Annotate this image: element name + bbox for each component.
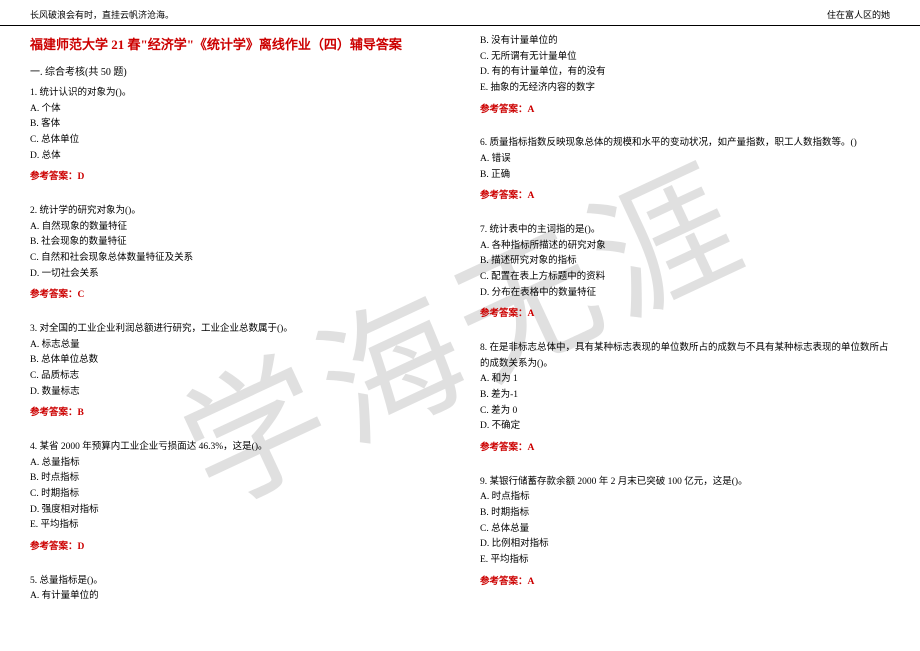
question-options: A. 和为 1B. 差为-1C. 差为 0D. 不确定 (480, 372, 890, 435)
option: D. 数量标志 (30, 385, 440, 401)
option: A. 个体 (30, 102, 440, 118)
option: D. 分布在表格中的数量特征 (480, 286, 890, 302)
option: A. 有计量单位的 (30, 589, 440, 605)
question: 9. 某银行储蓄存款余额 2000 年 2 月末已突破 100 亿元，这是()。… (480, 475, 890, 591)
option: A. 自然现象的数量特征 (30, 220, 440, 236)
answer: 参考答案：A (480, 189, 890, 205)
option: C. 差为 0 (480, 404, 890, 420)
option: A. 时点指标 (480, 490, 890, 506)
option: C. 无所谓有无计量单位 (480, 50, 890, 66)
option: B. 没有计量单位的 (480, 34, 890, 50)
content: 福建师范大学 21 春"经济学"《统计学》离线作业（四）辅导答案 一. 综合考核… (0, 26, 920, 631)
option: C. 自然和社会现象总体数量特征及关系 (30, 251, 440, 267)
question: 5. 总量指标是()。A. 有计量单位的 (30, 574, 440, 605)
option: A. 错误 (480, 152, 890, 168)
answer-value: A (528, 105, 535, 115)
option: E. 平均指标 (480, 553, 890, 569)
option: E. 抽象的无经济内容的数字 (480, 81, 890, 97)
question-options: A. 各种指标所描述的研究对象B. 描述研究对象的指标C. 配置在表上方标题中的… (480, 239, 890, 302)
question: 7. 统计表中的主词指的是()。A. 各种指标所描述的研究对象B. 描述研究对象… (480, 223, 890, 323)
option: E. 平均指标 (30, 518, 440, 534)
header-right: 住在富人区的她 (827, 8, 890, 21)
option: C. 总体单位 (30, 133, 440, 149)
question-options: A. 错误B. 正确 (480, 152, 890, 183)
answer: 参考答案：A (480, 441, 890, 457)
question-stem: 6. 质量指标指数反映现象总体的规模和水平的变动状况，如产量指数，职工人数指数等… (480, 136, 890, 152)
question-stem: 9. 某银行储蓄存款余额 2000 年 2 月末已突破 100 亿元，这是()。 (480, 475, 890, 491)
option: A. 各种指标所描述的研究对象 (480, 239, 890, 255)
question: 3. 对全国的工业企业利润总额进行研究，工业企业总数属于()。A. 标志总量B.… (30, 322, 440, 422)
question-stem: 1. 统计认识的对象为()。 (30, 86, 440, 102)
right-column: B. 没有计量单位的C. 无所谓有无计量单位D. 有的有计量单位，有的没有E. … (480, 34, 890, 623)
question: 2. 统计学的研究对象为()。A. 自然现象的数量特征B. 社会现象的数量特征C… (30, 204, 440, 304)
question-stem: 2. 统计学的研究对象为()。 (30, 204, 440, 220)
question: 6. 质量指标指数反映现象总体的规模和水平的变动状况，如产量指数，职工人数指数等… (480, 136, 890, 205)
answer: 参考答案：B (30, 406, 440, 422)
option: A. 标志总量 (30, 338, 440, 354)
question-5-continued: B. 没有计量单位的C. 无所谓有无计量单位D. 有的有计量单位，有的没有E. … (480, 34, 890, 118)
option: B. 社会现象的数量特征 (30, 235, 440, 251)
option: D. 一切社会关系 (30, 267, 440, 283)
answer: 参考答案：D (30, 170, 440, 186)
question-options: A. 时点指标B. 时期指标C. 总体总量D. 比例相对指标E. 平均指标 (480, 490, 890, 568)
answer: 参考答案：C (30, 288, 440, 304)
question-options: A. 标志总量B. 总体单位总数C. 品质标志D. 数量标志 (30, 338, 440, 401)
left-column: 福建师范大学 21 春"经济学"《统计学》离线作业（四）辅导答案 一. 综合考核… (30, 34, 440, 623)
option: A. 总量指标 (30, 456, 440, 472)
question: 4. 某省 2000 年预算内工业企业亏损面达 46.3%，这是()。A. 总量… (30, 440, 440, 556)
answer: 参考答案：A (480, 575, 890, 591)
answer: 参考答案：A (480, 307, 890, 323)
question-options: A. 自然现象的数量特征B. 社会现象的数量特征C. 自然和社会现象总体数量特征… (30, 220, 440, 283)
answer: 参考答案：D (30, 540, 440, 556)
option: C. 品质标志 (30, 369, 440, 385)
question-stem: 5. 总量指标是()。 (30, 574, 440, 590)
option: B. 时期指标 (480, 506, 890, 522)
question-stem: 8. 在是非标志总体中，具有某种标志表现的单位数所占的成数与不具有某种标志表现的… (480, 341, 890, 372)
option: D. 不确定 (480, 419, 890, 435)
section-header: 一. 综合考核(共 50 题) (30, 63, 440, 78)
question-stem: 4. 某省 2000 年预算内工业企业亏损面达 46.3%，这是()。 (30, 440, 440, 456)
option: B. 总体单位总数 (30, 353, 440, 369)
question-options: A. 有计量单位的 (30, 589, 440, 605)
question: 1. 统计认识的对象为()。A. 个体B. 客体C. 总体单位D. 总体参考答案… (30, 86, 440, 186)
option: B. 差为-1 (480, 388, 890, 404)
option: B. 时点指标 (30, 471, 440, 487)
option: D. 总体 (30, 149, 440, 165)
option: D. 有的有计量单位，有的没有 (480, 65, 890, 81)
answer: 参考答案：A (480, 103, 890, 119)
option: C. 时期指标 (30, 487, 440, 503)
page: 长风破浪会有时，直挂云帆济沧海。 住在富人区的她 福建师范大学 21 春"经济学… (0, 0, 920, 651)
question-options: A. 总量指标B. 时点指标C. 时期指标D. 强度相对指标E. 平均指标 (30, 456, 440, 534)
header-left: 长风破浪会有时，直挂云帆济沧海。 (30, 8, 174, 21)
question: 8. 在是非标志总体中，具有某种标志表现的单位数所占的成数与不具有某种标志表现的… (480, 341, 890, 457)
option: B. 客体 (30, 117, 440, 133)
option: C. 配置在表上方标题中的资料 (480, 270, 890, 286)
option: B. 正确 (480, 168, 890, 184)
document-title: 福建师范大学 21 春"经济学"《统计学》离线作业（四）辅导答案 (30, 34, 440, 53)
question-stem: 7. 统计表中的主词指的是()。 (480, 223, 890, 239)
question-stem: 3. 对全国的工业企业利润总额进行研究，工业企业总数属于()。 (30, 322, 440, 338)
answer-label: 参考答案： (480, 105, 528, 115)
option: D. 比例相对指标 (480, 537, 890, 553)
option: C. 总体总量 (480, 522, 890, 538)
question-options: A. 个体B. 客体C. 总体单位D. 总体 (30, 102, 440, 165)
option: B. 描述研究对象的指标 (480, 254, 890, 270)
option: D. 强度相对指标 (30, 503, 440, 519)
option: A. 和为 1 (480, 372, 890, 388)
page-header: 长风破浪会有时，直挂云帆济沧海。 住在富人区的她 (0, 0, 920, 26)
